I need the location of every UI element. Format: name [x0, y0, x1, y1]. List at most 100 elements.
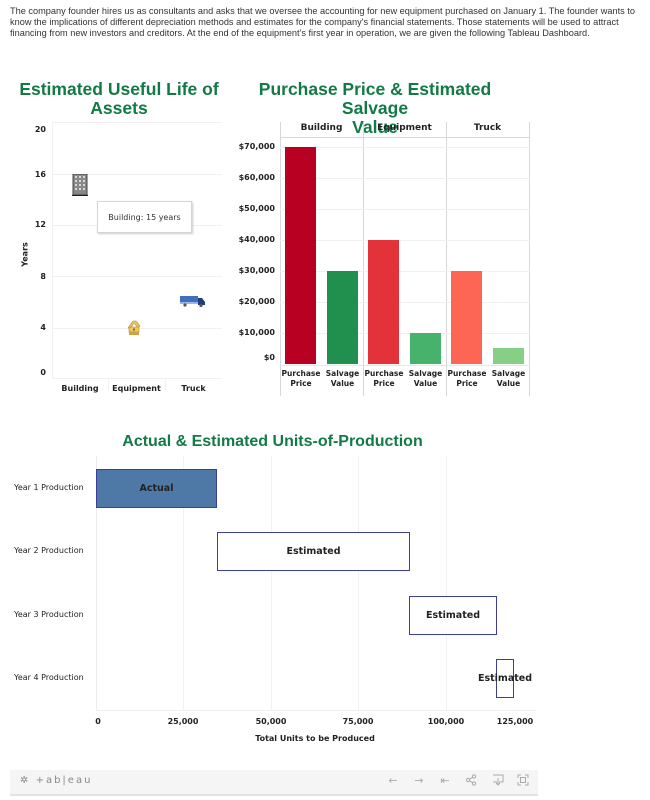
y-axis-title: Years [20, 242, 30, 267]
gridline [271, 456, 272, 710]
bar-equipment-salvage-value[interactable] [410, 333, 441, 364]
gantt-bar-year-4-estimated[interactable]: Estimated [478, 659, 532, 698]
row-label-year-4: Year 4 Production [14, 673, 84, 682]
gridline [280, 302, 530, 303]
useful-life-title: Estimated Useful Life of Assets [14, 80, 224, 118]
x-tick: 0 [95, 717, 101, 726]
y-tick: 16 [34, 170, 46, 179]
y-tick: $20,000 [238, 297, 275, 306]
bar-label-salvage-value: Salvage Value [488, 369, 529, 389]
x-tick: 25,000 [167, 717, 199, 726]
label-line: Salvage [408, 369, 443, 378]
gridline [96, 710, 536, 711]
frame-line [280, 122, 281, 396]
y-tick: 12 [34, 220, 46, 229]
baseline [280, 365, 530, 366]
excavator-icon[interactable] [126, 318, 144, 336]
gridline [280, 240, 530, 241]
revert-icon[interactable]: ⇤ [440, 774, 450, 787]
row-label-year-1: Year 1 Production [14, 483, 84, 492]
y-tick: 8 [40, 272, 46, 281]
y-tick: $40,000 [238, 235, 275, 244]
row-label-year-3: Year 3 Production [14, 610, 84, 619]
bar-equipment-purchase-price[interactable] [368, 240, 399, 364]
tableau-logo[interactable]: ✲ +ab|eau [20, 775, 92, 786]
label-line: Price [456, 379, 478, 388]
y-tick: $60,000 [238, 173, 275, 182]
bar-label-purchase-price: Purchase Price [446, 369, 488, 389]
y-tick: $50,000 [238, 204, 275, 213]
gridline [52, 122, 222, 123]
tableau-toolbar: ✲ +ab|eau ← → ⇤ [10, 770, 538, 796]
gridline [280, 333, 530, 334]
gantt-label: Estimated [425, 610, 481, 621]
intro-paragraph: The company founder hires us as consulta… [10, 6, 635, 38]
bar-truck-purchase-price[interactable] [451, 271, 482, 364]
bar-truck-salvage-value[interactable] [493, 348, 524, 364]
gridline [358, 456, 359, 710]
y-tick: $10,000 [238, 328, 275, 337]
label-line: Value [330, 379, 355, 388]
y-tick: 20 [34, 125, 46, 134]
y-tick: 0 [40, 368, 46, 377]
gridline [280, 147, 530, 148]
x-tick: 50,000 [255, 717, 287, 726]
label-line: Value [496, 379, 521, 388]
gridline [52, 378, 222, 379]
share-icon[interactable] [464, 774, 478, 789]
label-line: Purchase [364, 369, 404, 378]
tooltip-text: Building: 15 years [108, 212, 181, 222]
label-line: Purchase [281, 369, 321, 378]
y-tick: $0 [263, 353, 275, 362]
tableau-logo-text: +ab|eau [35, 775, 93, 786]
title-line-1: Purchase Price & Estimated Salvage [258, 79, 492, 118]
header-divider [280, 137, 530, 138]
gridline [280, 209, 530, 210]
row-label-year-2: Year 2 Production [14, 546, 84, 555]
column-header-building: Building [300, 123, 343, 133]
column-header-truck: Truck [473, 123, 502, 133]
gridline [52, 122, 53, 378]
bar-building-salvage-value[interactable] [327, 271, 358, 364]
download-icon[interactable] [491, 774, 505, 789]
undo-icon[interactable]: ← [388, 774, 398, 787]
bar-building-purchase-price[interactable] [285, 147, 316, 364]
bar-label-salvage-value: Salvage Value [405, 369, 446, 389]
bar-label-salvage-value: Salvage Value [322, 369, 363, 389]
gantt-bar-year-1-actual[interactable]: Actual [96, 469, 217, 508]
title-line-2: Assets [90, 98, 148, 118]
label-line: Price [373, 379, 395, 388]
fullscreen-icon[interactable] [516, 774, 530, 789]
label-line: Salvage [325, 369, 360, 378]
gridline [52, 174, 222, 175]
gridline [280, 271, 530, 272]
y-tick: $30,000 [238, 266, 275, 275]
gantt-bar-year-3-estimated[interactable]: Estimated [409, 596, 497, 635]
building-icon[interactable] [72, 173, 88, 197]
bar-label-purchase-price: Purchase Price [280, 369, 322, 389]
column-header-equipment: Equipment [377, 123, 432, 133]
gridline [52, 276, 222, 277]
frame-line [363, 122, 364, 396]
frame-line [529, 122, 530, 396]
redo-icon[interactable]: → [414, 774, 424, 787]
x-axis-title: Total Units to be Produced [255, 734, 375, 743]
x-category-building: Building [61, 384, 99, 393]
gantt-bar-year-2-estimated[interactable]: Estimated [217, 532, 410, 571]
gridline [280, 178, 530, 179]
gridline [183, 456, 184, 710]
gridline [96, 456, 97, 710]
label-line: Purchase [447, 369, 487, 378]
y-tick: $70,000 [238, 142, 275, 151]
gantt-label: Actual [139, 483, 174, 494]
x-category-equipment: Equipment [112, 384, 161, 393]
x-tick: 75,000 [342, 717, 374, 726]
x-category-truck: Truck [181, 384, 206, 393]
tableau-logo-icon: ✲ [20, 775, 31, 786]
x-tick: 125,000 [496, 717, 534, 726]
gridline [446, 456, 447, 710]
truck-icon[interactable] [180, 294, 205, 308]
units-of-production-title: Actual & Estimated Units-of-Production [122, 433, 423, 450]
label-line: Salvage [491, 369, 526, 378]
gridline [165, 378, 166, 390]
